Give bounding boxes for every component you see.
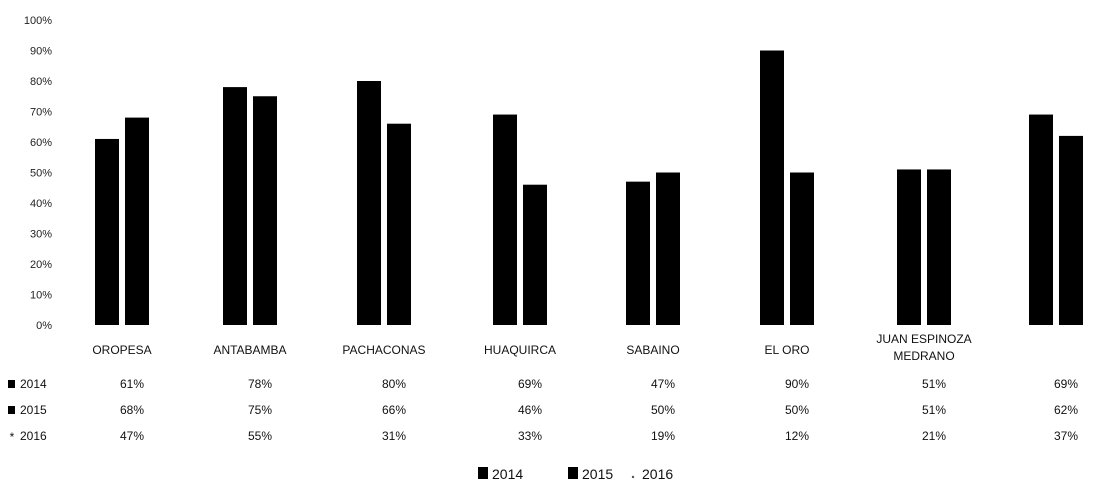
bar-2014 [493, 114, 517, 325]
bar-2015 [387, 123, 411, 325]
bar-2014 [626, 181, 650, 325]
bar-2014 [897, 169, 921, 325]
y-tick-label: 30% [30, 229, 52, 241]
table-cell: 66% [382, 403, 406, 417]
category-label: JUAN ESPINOZA [876, 332, 971, 346]
y-tick-label: 0% [36, 320, 52, 332]
bar-2015 [125, 117, 149, 325]
table-cell: 62% [1054, 403, 1078, 417]
category-label: PACHACONAS [342, 343, 425, 357]
legend: 2014 2015 2016 [478, 466, 673, 482]
legend-label: 2016 [642, 466, 673, 482]
table-cell: 47% [120, 429, 144, 443]
bar-2015 [1059, 135, 1083, 325]
bar-2014 [1029, 114, 1053, 325]
table-cell: 69% [1054, 377, 1078, 391]
table-cell: 31% [382, 429, 406, 443]
table-cell: 46% [518, 403, 542, 417]
table-cell: 50% [651, 403, 675, 417]
category-label: OROPESA [92, 343, 151, 357]
category-label: MEDRANO [893, 349, 954, 363]
bar-2015 [927, 169, 951, 325]
table-cell: 50% [785, 403, 809, 417]
bars [95, 50, 1083, 325]
row-marker-icon [8, 406, 15, 414]
table-cell: 69% [518, 377, 542, 391]
table-row-label: 2016 [20, 429, 47, 443]
y-tick-label: 100% [24, 15, 52, 27]
y-tick-label: 90% [30, 46, 52, 58]
table-cell: 90% [785, 377, 809, 391]
table-cell: 51% [922, 403, 946, 417]
category-label: HUAQUIRCA [484, 343, 556, 357]
y-tick-label: 40% [30, 198, 52, 210]
row-marker-icon [8, 380, 15, 388]
legend-swatch-icon [568, 467, 578, 479]
bar-2014 [357, 81, 381, 325]
table-cell: 80% [382, 377, 406, 391]
table-cell: 12% [785, 429, 809, 443]
table-cell: 61% [120, 377, 144, 391]
category-label: EL ORO [765, 343, 810, 357]
table-row-label: 2015 [20, 403, 47, 417]
bar-2015 [253, 96, 277, 325]
legend-label: 2014 [492, 466, 523, 482]
table-cell: 68% [120, 403, 144, 417]
y-axis: 0% 10% 20% 30% 40% 50% 60% 70% 80% 90% 100% [24, 15, 52, 332]
y-tick-label: 50% [30, 168, 52, 180]
y-tick-label: 70% [30, 107, 52, 119]
bar-2014 [95, 138, 119, 325]
table-cell: 47% [651, 377, 675, 391]
bar-2015 [790, 172, 814, 325]
row-marker-icon: * [10, 430, 15, 444]
bar-2015 [656, 172, 680, 325]
table-cell: 37% [1054, 429, 1078, 443]
data-table: 2014 61% 78% 80% 69% 47% 90% 51% 69% 2015 68% 75% 66… [8, 377, 1078, 444]
bar-2014 [223, 87, 247, 325]
category-labels: OROPESA ANTABAMBA PACHACONAS HUAQUIRCA SABAI… [92, 332, 971, 363]
y-tick-label: 10% [30, 290, 52, 302]
table-cell: 51% [922, 377, 946, 391]
legend-swatch-icon [478, 467, 488, 479]
y-tick-label: 60% [30, 137, 52, 149]
table-cell: 19% [651, 429, 675, 443]
bar-2014 [760, 50, 784, 325]
y-tick-label: 20% [30, 259, 52, 271]
table-cell: 75% [248, 403, 272, 417]
legend-label: 2015 [582, 466, 613, 482]
legend-swatch-icon [631, 475, 635, 479]
y-tick-label: 80% [30, 76, 52, 88]
bar-2015 [523, 184, 547, 325]
category-label: ANTABAMBA [213, 343, 286, 357]
category-label: SABAINO [626, 343, 679, 357]
table-row-label: 2014 [20, 377, 47, 391]
table-cell: 21% [922, 429, 946, 443]
table-cell: 33% [518, 429, 542, 443]
table-cell: 55% [248, 429, 272, 443]
table-cell: 78% [248, 377, 272, 391]
